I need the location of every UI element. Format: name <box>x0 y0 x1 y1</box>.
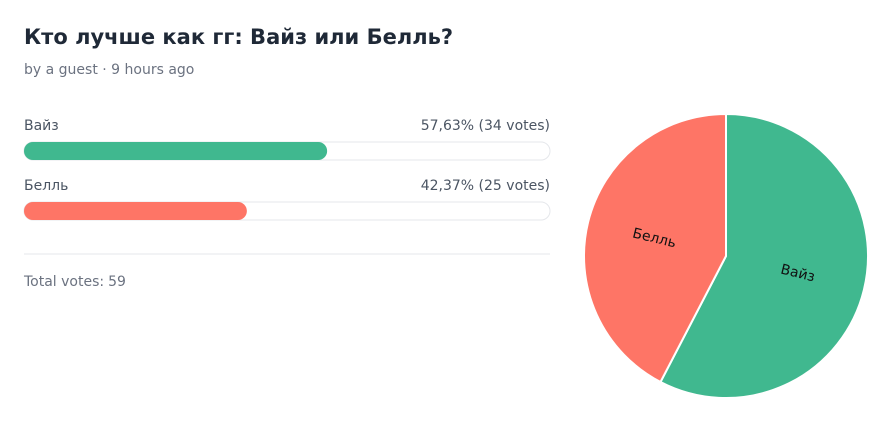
total-votes: Total votes: 59 <box>23 274 126 290</box>
bar-fill <box>24 142 328 160</box>
option-result: 57,63% (34 votes) <box>421 118 550 134</box>
byline: by a guest · 9 hours ago <box>24 62 194 78</box>
option-label: Вайз <box>24 118 59 134</box>
total-label: Total votes: <box>23 274 104 290</box>
poll-title: Кто лучше как гг: Вайз или Белль? <box>24 25 453 49</box>
pie-slice <box>583 112 727 384</box>
pie-slice <box>659 112 869 399</box>
option-result: 42,37% (25 votes) <box>421 178 550 194</box>
option-label: Белль <box>24 178 68 194</box>
total-value: 59 <box>108 274 126 290</box>
bar-fill <box>24 202 247 220</box>
